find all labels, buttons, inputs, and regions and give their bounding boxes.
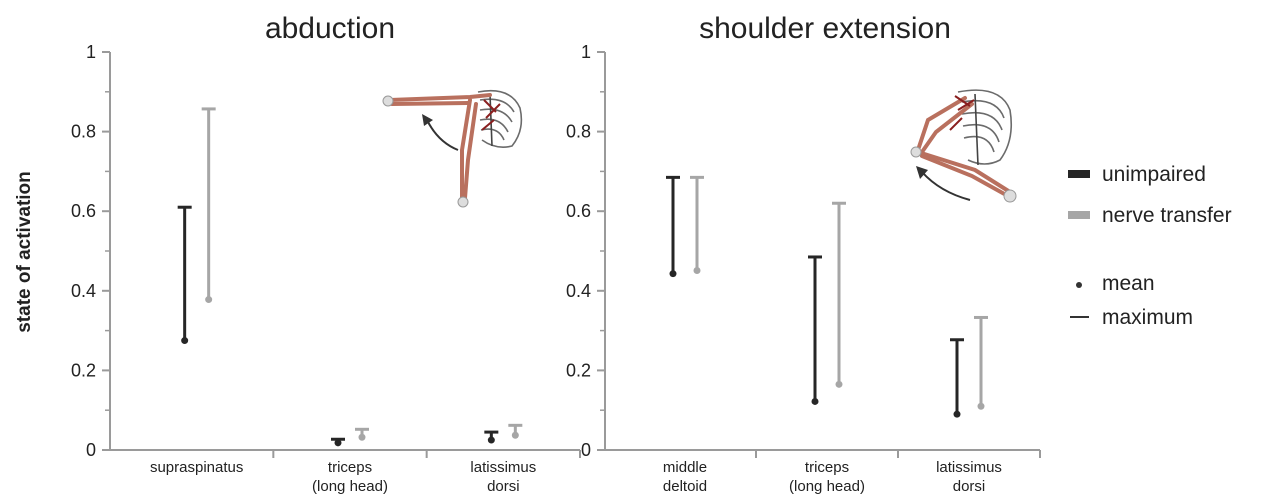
mean-marker (835, 380, 843, 388)
x-category-label: dorsi (953, 478, 986, 495)
y-tick-label: 0 (86, 440, 96, 460)
muscle-graphic (916, 96, 1012, 198)
x-category-label: triceps (328, 459, 372, 476)
shoulder-graphic (910, 146, 922, 158)
motion-arrow (426, 119, 459, 151)
y-tick-label: 0 (581, 440, 591, 460)
legend-label-maximum: maximum (1102, 306, 1193, 329)
mean-marker (181, 337, 189, 345)
x-category-label: triceps (805, 459, 849, 476)
mean-marker (358, 433, 366, 441)
y-tick-label: 1 (581, 42, 591, 62)
y-tick-label: 0.8 (566, 122, 591, 142)
y-tick-label: 0.2 (71, 360, 96, 380)
x-category-label: dorsi (487, 478, 520, 495)
mean-marker (977, 402, 985, 410)
legend-label-unimpaired: unimpaired (1102, 163, 1206, 186)
y-tick-label: 1 (86, 42, 96, 62)
y-tick-label: 0.6 (566, 201, 591, 221)
y-axis-label: state of activation (14, 171, 35, 333)
panel-title: shoulder extension (699, 12, 951, 45)
muscle-accent-graphic (949, 95, 975, 131)
mean-marker (669, 270, 677, 278)
extension-illustration (910, 89, 1017, 203)
legend-swatch-nerve-transfer (1068, 211, 1090, 219)
x-category-label: (long head) (312, 478, 388, 495)
legend-marker-mean (1076, 282, 1082, 288)
mean-marker (953, 410, 961, 418)
mean-marker (811, 397, 819, 405)
motion-arrowhead (916, 166, 928, 179)
hand-graphic (382, 95, 394, 107)
mean-marker (487, 436, 495, 444)
x-category-label: deltoid (663, 478, 707, 495)
y-tick-label: 0.8 (71, 122, 96, 142)
y-tick-label: 0.4 (566, 281, 591, 301)
legend: unimpaired nerve transfer mean maximum (1068, 163, 1232, 329)
x-category-label: latissimus (470, 459, 536, 476)
y-tick-label: 0.4 (71, 281, 96, 301)
legend-label-nerve-transfer: nerve transfer (1102, 204, 1232, 227)
ribcage-graphic (957, 89, 1013, 166)
x-category-label: supraspinatus (150, 459, 243, 476)
legend-label-mean: mean (1102, 272, 1155, 295)
muscle-graphic (388, 93, 492, 202)
x-category-label: middle (663, 459, 707, 476)
legend-swatch-unimpaired (1068, 170, 1090, 178)
mean-marker (205, 296, 213, 304)
mean-marker (693, 267, 701, 275)
muscle-accent-graphic (481, 99, 501, 131)
mean-marker (334, 439, 342, 447)
y-tick-label: 0.2 (566, 360, 591, 380)
panel-title: abduction (265, 12, 395, 45)
motion-arrow (921, 171, 971, 201)
mean-marker (511, 431, 519, 439)
x-category-label: latissimus (936, 459, 1002, 476)
abduction-illustration (382, 89, 523, 208)
x-category-label: (long head) (789, 478, 865, 495)
y-tick-label: 0.6 (71, 201, 96, 221)
ribcage-graphic (477, 89, 523, 148)
panel-shoulder-extension: shoulder extension 0 0.2 0.4 0.6 0.8 1 middle d… (566, 12, 1041, 495)
panel-abduction: abduction 0 0.2 0.4 0.6 0.8 1 supraspinatus tri… (71, 12, 581, 495)
elbow-graphic (457, 196, 469, 208)
motion-arrowhead (422, 114, 433, 126)
hand-graphic (1003, 189, 1017, 203)
